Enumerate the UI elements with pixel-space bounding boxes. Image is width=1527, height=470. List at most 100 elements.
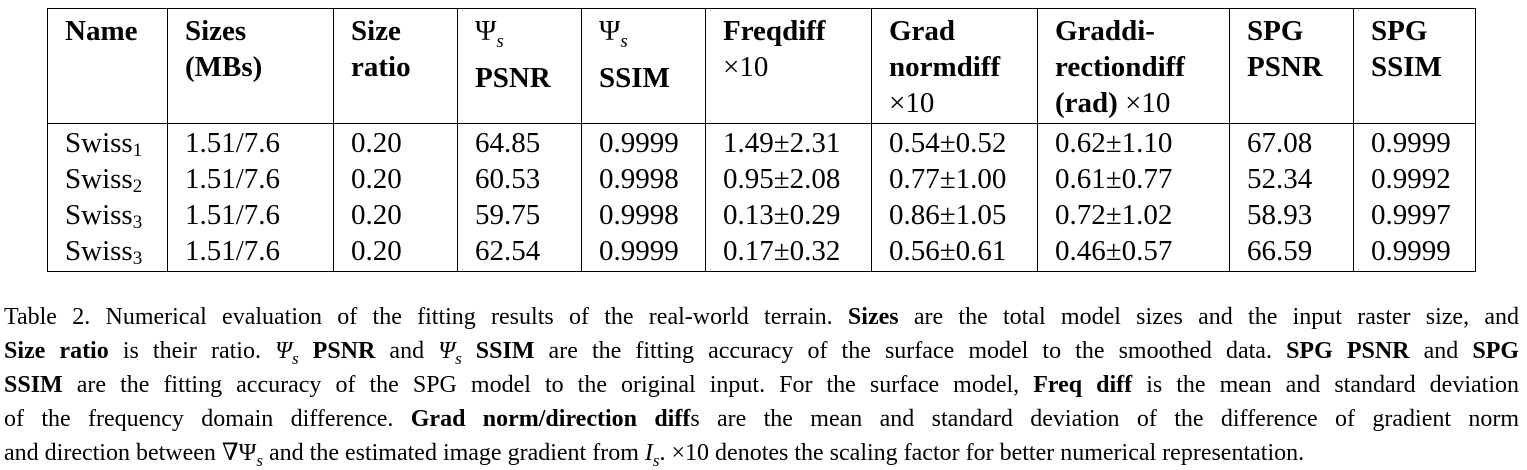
caption-segment: and the estimated image gradient from	[263, 440, 645, 466]
cell-value: 1.51/7.6	[167, 123, 334, 161]
header-line: rectiondiff	[1055, 49, 1229, 85]
cell-value: 0.9997	[1353, 197, 1476, 233]
psi-subscript: s	[496, 30, 504, 52]
caption-segment	[299, 338, 313, 364]
caption-segment: are the total model sizes and the input …	[898, 304, 1519, 330]
caption-segment: are the fitting accuracy of the SPG mode…	[62, 372, 1034, 398]
table-caption: Table 2. Numerical evaluation of the fit…	[4, 300, 1519, 470]
header-symbol-line: Ψs	[475, 13, 581, 60]
header-word: di-	[1121, 15, 1155, 47]
header-line: ×10	[889, 87, 935, 119]
column-header: SPG PSNR	[1229, 8, 1354, 124]
header-word: diff	[782, 15, 826, 47]
cell-value: 60.53	[457, 161, 582, 197]
table-row: Swiss3 1.51/7.6 0.20 62.54 0.9999 0.17±0.32 0.…	[47, 233, 1476, 272]
cell-value: 0.61±0.77	[1037, 161, 1230, 197]
header-line: ×10	[723, 51, 769, 83]
table-row: Swiss2 1.51/7.6 0.20 60.53 0.9998 0.95±2.08 0.…	[47, 161, 1476, 197]
cell-value: 64.85	[457, 123, 582, 161]
column-header: Sizes (MBs)	[167, 8, 334, 124]
cell-value: 0.9999	[581, 233, 706, 272]
cell-value: 0.54±0.52	[871, 123, 1038, 161]
cell-value: 58.93	[1229, 197, 1354, 233]
name-text: Swiss	[65, 199, 133, 231]
cell-value: 62.54	[457, 233, 582, 272]
cell-value: 66.59	[1229, 233, 1354, 272]
caption-segment: s are the mean and standard deviation of…	[690, 406, 1520, 432]
header-word: rection	[1055, 51, 1142, 83]
header-line: Sizes	[185, 15, 247, 47]
caption-segment: Ψ	[275, 338, 292, 364]
cell-name: Swiss3	[47, 197, 168, 233]
column-header: SPG SSIM	[1353, 8, 1476, 124]
caption-segment: SSIM	[475, 338, 535, 364]
column-header: Grad normdiff ×10	[871, 8, 1038, 124]
caption-segment: Sizes	[847, 304, 899, 330]
caption-segment: Table 2. Numerical evaluation of the fit…	[4, 304, 848, 330]
header-line: Freqdiff	[723, 13, 871, 49]
header-line: SSIM	[1371, 51, 1442, 83]
column-header: Freqdiff ×10	[705, 8, 872, 124]
header-line: ratio	[351, 51, 411, 83]
table-row: Swiss3 1.51/7.6 0.20 59.75 0.9998 0.13±0.29 0.…	[47, 197, 1476, 233]
caption-segment: is their ratio.	[108, 338, 276, 364]
caption-segment: and direction between ∇Ψ	[4, 440, 257, 466]
caption-segment: and	[1409, 338, 1473, 364]
header-word: norm	[889, 51, 957, 83]
cell-value: 0.72±1.02	[1037, 197, 1230, 233]
table-row: Swiss1 1.51/7.6 0.20 64.85 0.9999 1.49±2.31 0.…	[47, 123, 1476, 161]
name-subscript: 3	[132, 248, 143, 269]
header-line: PSNR	[1247, 51, 1323, 83]
table-body: Swiss1 1.51/7.6 0.20 64.85 0.9999 1.49±2.31 0.…	[47, 123, 1476, 272]
caption-segment: Freq diff	[1033, 372, 1133, 398]
caption-segment: of the frequency domain difference.	[4, 406, 411, 432]
header-line: Size	[351, 15, 401, 47]
header-line: Graddi-	[1055, 13, 1229, 49]
cell-value: 1.51/7.6	[167, 233, 334, 272]
column-header: Graddi-rectiondiff (rad) ×10	[1037, 8, 1230, 124]
header-word: Grad	[1055, 15, 1122, 47]
header-symbol-line: Ψs	[599, 13, 705, 60]
header-word: diff	[1141, 51, 1185, 83]
cell-value: 0.9999	[581, 123, 706, 161]
name-text: Swiss	[65, 127, 133, 159]
caption-segment: are the fitting accuracy of the surface …	[534, 338, 1287, 364]
psi-symbol: Ψ	[475, 15, 497, 47]
caption-segment: I	[644, 440, 653, 466]
header-word: diff	[956, 51, 1001, 83]
cell-value: 0.17±0.32	[705, 233, 872, 272]
header-word: Freq	[723, 15, 783, 47]
caption-line: of the frequency domain difference. Grad…	[4, 402, 1519, 436]
cell-name: Swiss2	[47, 161, 168, 197]
header-line: SPG	[1371, 15, 1428, 47]
caption-segment: SPG	[1472, 338, 1520, 364]
caption-segment: s	[455, 348, 462, 368]
caption-segment: Grad norm/direction diff	[410, 406, 691, 432]
caption-segment	[462, 338, 476, 364]
name-text: Swiss	[65, 235, 133, 267]
header-line: SPG	[1247, 15, 1304, 47]
cell-value: 0.77±1.00	[871, 161, 1038, 197]
cell-value: 1.51/7.6	[167, 197, 334, 233]
name-subscript: 3	[132, 212, 143, 233]
caption-segment: s	[291, 348, 299, 368]
caption-segment: PSNR	[312, 338, 376, 364]
caption-segment: and	[375, 338, 439, 364]
cell-value: 0.46±0.57	[1037, 233, 1230, 272]
header-scale: ×10	[1125, 87, 1171, 119]
results-table: Name Sizes (MBs) Size ratio Ψs PSNR Ψs SSIM Freqd…	[47, 8, 1476, 272]
column-header: Name	[47, 8, 168, 124]
caption-segment: . ×10 denotes the scaling factor for bet…	[659, 440, 1305, 466]
caption-line: Size ratio is their ratio. Ψs PSNR and Ψ…	[4, 334, 1519, 368]
header-line: SSIM	[599, 61, 670, 94]
caption-line: and direction between ∇Ψs and the estima…	[4, 436, 1519, 470]
cell-value: 0.56±0.61	[871, 233, 1038, 272]
header-line: (rad) ×10	[1055, 85, 1229, 121]
cell-value: 0.20	[333, 123, 458, 161]
caption-segment: Size ratio	[4, 338, 109, 364]
header-word: (rad)	[1055, 87, 1126, 119]
cell-value: 0.9999	[1353, 123, 1476, 161]
psi-symbol: Ψ	[599, 15, 621, 47]
cell-value: 0.9998	[581, 197, 706, 233]
cell-value: 0.86±1.05	[871, 197, 1038, 233]
